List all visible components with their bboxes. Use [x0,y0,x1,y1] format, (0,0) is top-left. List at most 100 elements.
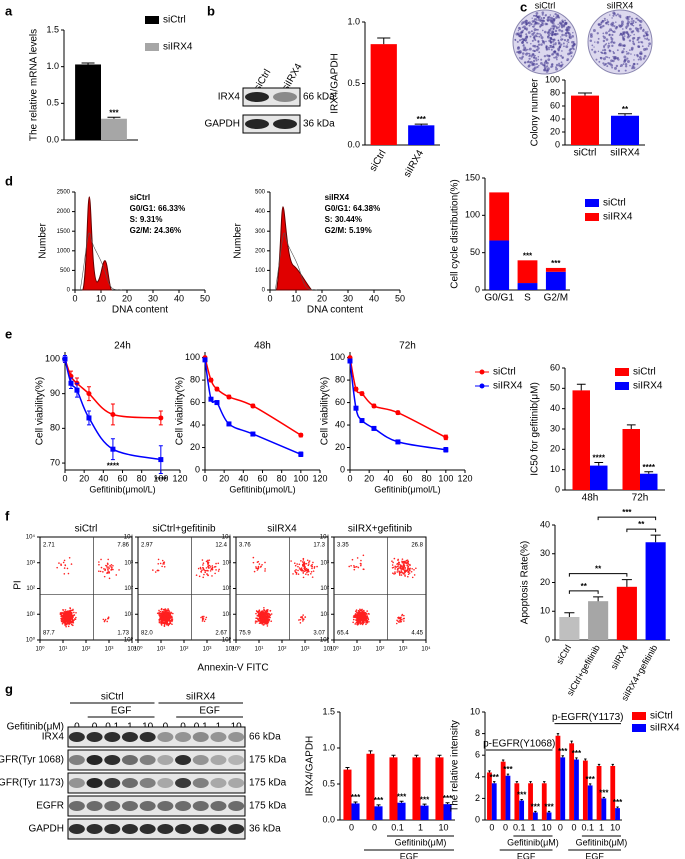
panel-letter: b [207,3,215,18]
y-axis-label: IC50 for gefitinib(μM) [530,382,541,476]
event-dot [401,614,403,617]
event-dot [152,569,154,571]
event-dot [105,564,107,567]
x-tick-label: 10⁴ [225,646,235,653]
blot-band [121,801,138,811]
bar [101,118,127,140]
colony [610,64,614,67]
bar [420,805,429,820]
colony [532,36,535,39]
blot-band [245,92,269,102]
x-tick-label: 10 [291,293,301,303]
event-dot [391,566,394,569]
event-dot [402,563,405,565]
colony [520,51,522,54]
colony [523,25,526,29]
bar [545,267,566,272]
x-tick-label: 0 [267,293,272,303]
x-axis-label: DNA content [307,305,363,316]
panel-letter: d [5,173,13,188]
error-bar [377,37,391,45]
event-dot [202,576,205,579]
colony [566,38,570,42]
event-dot [368,613,370,615]
colony [551,52,555,56]
event-dot [310,572,312,575]
event-dot [203,615,205,618]
colony [558,25,561,27]
event-dot [409,563,411,566]
event-dot [161,610,164,613]
event-dot [312,570,315,572]
colony [572,31,574,34]
event-dot [107,568,109,571]
event-dot [292,573,294,575]
event-dot [159,617,162,619]
event-dot [63,618,66,620]
colony [520,30,524,34]
event-dot [267,619,270,622]
y-tick-label: 0.0 [322,814,335,824]
x-tick-label: S [524,293,531,304]
x-tick-label: 10¹ [59,647,68,653]
treatment-label: EGF [111,706,132,717]
event-dot [61,614,64,617]
event-dot [258,612,260,615]
y-tick-label: 10¹ [320,612,329,618]
bar [587,785,593,820]
legend-label: siCtrl [633,367,656,378]
bar [491,783,497,820]
x-axis-label: Gefitinib(μmol/L) [89,484,155,494]
quadrant-value: 65.4 [337,631,349,637]
bar [343,769,352,820]
legend-label: siIRX4 [633,381,663,392]
event-dot [354,623,357,625]
event-dot [266,609,269,611]
blot-band [139,778,156,788]
event-dot [254,622,257,624]
event-dot [357,566,360,569]
legend-swatch [585,199,599,207]
colony [526,20,529,22]
event-dot [399,619,401,622]
bar [645,542,666,640]
colony [532,25,535,28]
event-dot [258,609,261,611]
event-dot [107,617,110,619]
colony [570,47,573,51]
event-dot [305,569,307,572]
colony [600,56,603,60]
event-dot [403,614,405,617]
event-dot [65,623,68,625]
x-tick-label: 20 [364,473,374,483]
event-dot [203,573,205,576]
event-dot [270,620,273,623]
colony [560,61,563,64]
event-dot [352,618,355,621]
histogram-annotation: G0/G1: 64.38% [325,204,381,213]
colony [541,13,544,16]
colony [520,38,523,41]
chart-title: 24h [114,341,131,352]
event-dot [200,570,202,573]
colony [618,24,621,27]
event-dot [118,569,120,571]
colony [631,67,634,70]
colony [599,26,602,29]
event-dot [307,569,310,572]
event-dot [160,608,163,611]
colony [633,36,636,40]
colony [533,18,537,21]
x-tick-label: 10³ [203,647,212,653]
colony [552,45,555,48]
event-dot [61,617,64,620]
colony [564,22,568,26]
event-dot [211,575,213,577]
event-dot [257,614,260,617]
colony [606,20,610,24]
event-dot [295,569,297,571]
event-dot [72,619,74,622]
colony [543,68,546,72]
colony [539,34,543,37]
y-tick-label: 10³ [320,560,329,566]
